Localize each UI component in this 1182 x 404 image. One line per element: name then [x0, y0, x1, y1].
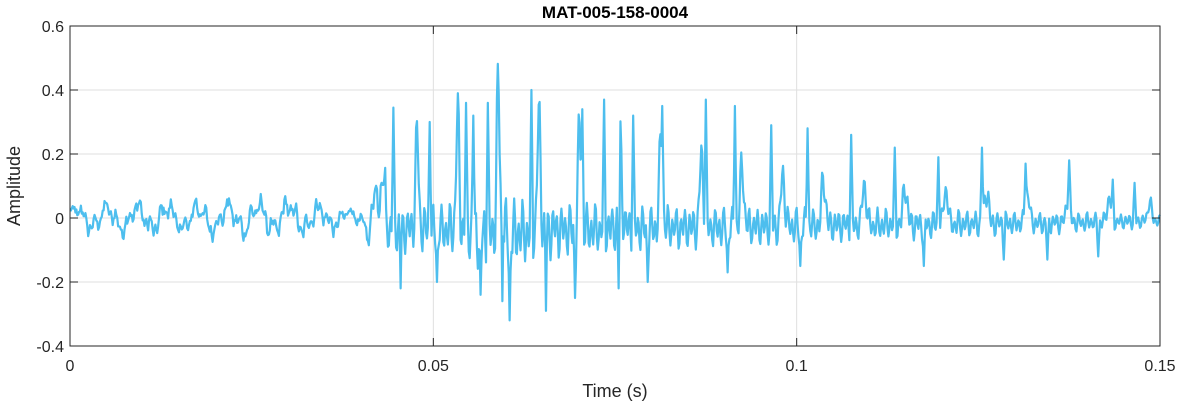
y-tick-label: 0.6 [42, 19, 64, 36]
y-axis-label: Amplitude [4, 146, 24, 226]
x-tick-label: 0.1 [786, 358, 808, 375]
y-tick-label: 0.2 [42, 147, 64, 164]
tick-layer: 0 0.05 0.1 0.15 -0.4 -0.2 0 0.2 0.4 0.6 [36, 19, 1175, 375]
plot-frame [69, 25, 1161, 347]
y-tick-label: -0.4 [36, 339, 64, 356]
y-tick-label: -0.2 [36, 275, 64, 292]
x-tick-label: 0.15 [1144, 358, 1175, 375]
chart-title: MAT-005-158-0004 [542, 3, 689, 22]
plot-area [70, 26, 1160, 346]
y-tick-label: 0 [55, 211, 64, 228]
x-tick-label: 0 [66, 358, 75, 375]
series-layer [69, 62, 1161, 322]
waveform-line [69, 62, 1161, 322]
y-tick-label: 0.4 [42, 83, 64, 100]
x-axis-label: Time (s) [582, 381, 647, 401]
x-tick-label: 0.05 [418, 358, 449, 375]
